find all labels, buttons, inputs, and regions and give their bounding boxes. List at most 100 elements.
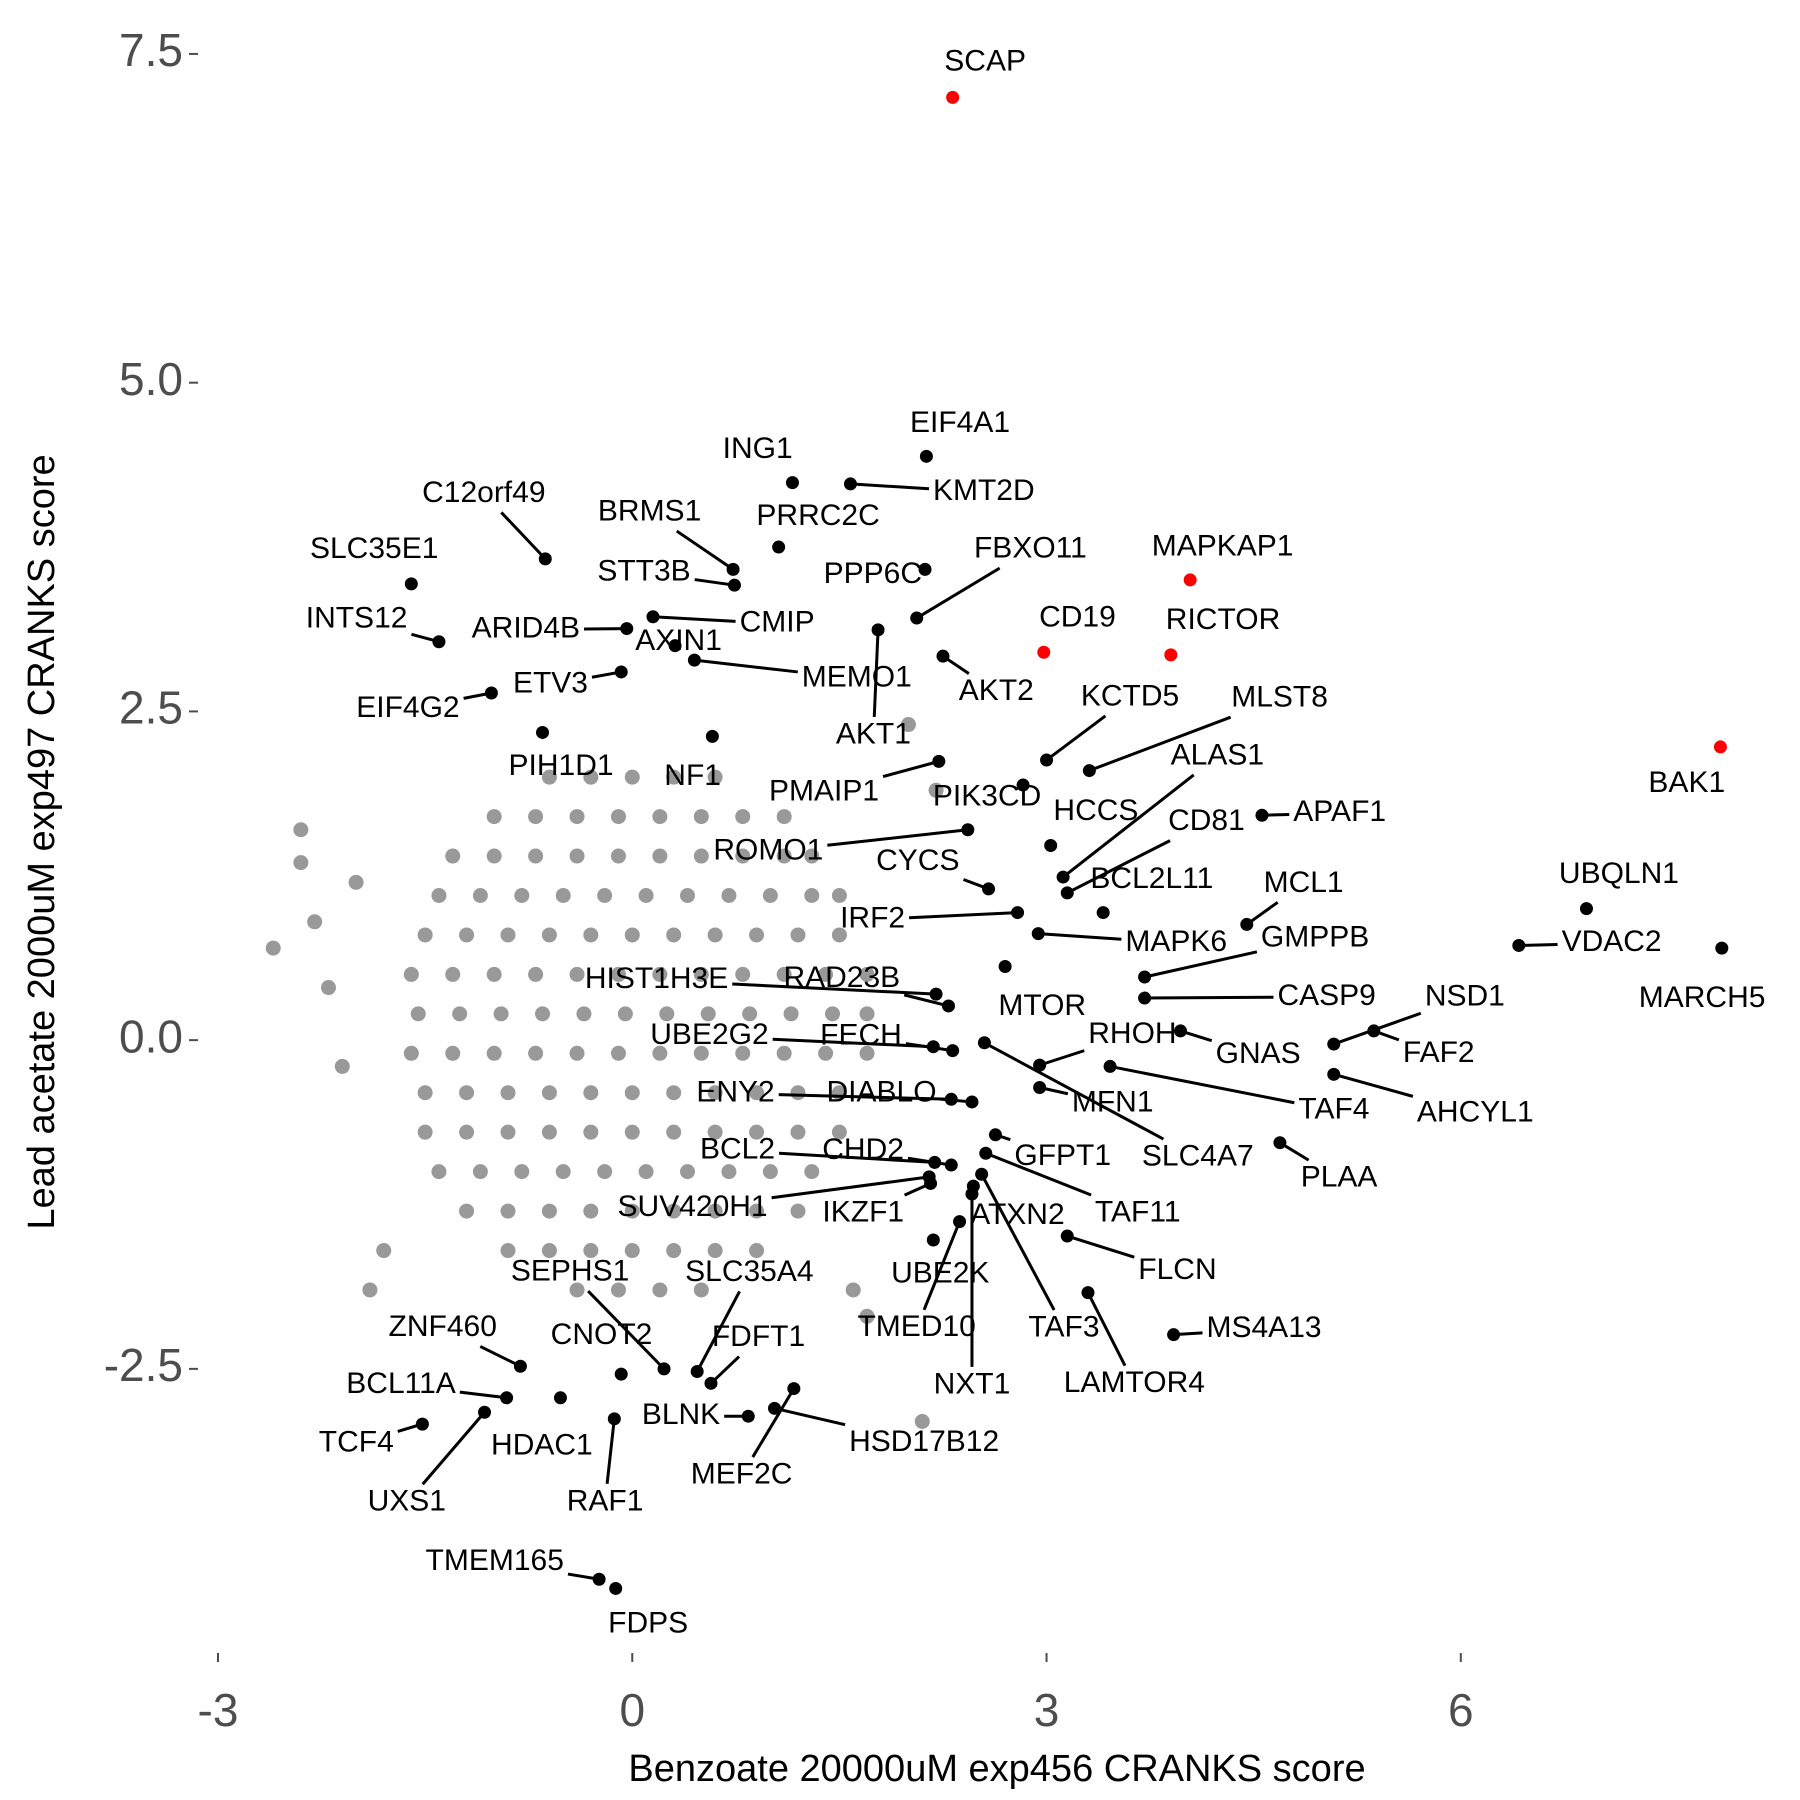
point	[610, 809, 626, 825]
point-label: HIST1H3E	[585, 962, 728, 995]
y-tick-label: 2.5	[119, 682, 183, 734]
point-label: HDAC1	[491, 1428, 593, 1461]
point	[500, 1085, 516, 1101]
point-label: HCCS	[1053, 794, 1138, 827]
labelled-point	[1096, 906, 1110, 920]
point-label: ATXN2	[970, 1198, 1064, 1231]
point	[693, 1282, 709, 1298]
point	[804, 887, 820, 903]
labelled-point	[1579, 902, 1593, 916]
point	[638, 1164, 654, 1180]
point	[459, 1203, 475, 1219]
point-label: AXIN1	[635, 624, 722, 657]
point	[514, 887, 530, 903]
point	[707, 1124, 723, 1140]
point	[749, 1085, 765, 1101]
point	[831, 887, 847, 903]
point	[693, 848, 709, 864]
point	[410, 1006, 426, 1022]
leader-line	[903, 993, 949, 1008]
leader-line	[1062, 773, 1195, 879]
x-tick-label: 3	[1034, 1684, 1060, 1736]
point	[749, 1243, 765, 1259]
point-label: MEMO1	[802, 661, 912, 694]
labelled-point	[668, 639, 682, 653]
labelled-point	[1044, 839, 1058, 853]
point-label: UXS1	[368, 1485, 446, 1518]
labelled-point	[998, 960, 1012, 974]
point	[459, 1085, 475, 1101]
point	[735, 848, 751, 864]
point	[403, 1045, 419, 1061]
point-label: NF1	[664, 759, 721, 792]
point	[845, 1282, 861, 1298]
point-label: TAF4	[1298, 1092, 1369, 1125]
point	[583, 1124, 599, 1140]
point	[417, 1085, 433, 1101]
point-label: PIH1D1	[509, 749, 614, 782]
point-label: MARCH5	[1639, 981, 1766, 1014]
leader-line	[1144, 950, 1258, 979]
point-label: ARID4B	[472, 612, 580, 645]
leader-line	[1144, 995, 1274, 1000]
point-label: ENY2	[696, 1075, 774, 1108]
point-label: KCTD5	[1081, 679, 1179, 712]
point	[293, 855, 309, 871]
point	[790, 927, 806, 943]
leader-line	[1066, 839, 1171, 895]
point	[403, 966, 419, 982]
point	[445, 848, 461, 864]
point-label: TAF3	[1028, 1310, 1099, 1343]
point	[783, 1006, 799, 1022]
leader-line	[1038, 932, 1122, 941]
point-label: RAF1	[567, 1484, 644, 1517]
point-label: ALAS1	[1171, 738, 1264, 771]
leader-line	[985, 1151, 1092, 1197]
point	[486, 848, 502, 864]
leader-line	[751, 1387, 796, 1458]
point	[583, 1203, 599, 1219]
point	[790, 1203, 806, 1219]
point	[762, 887, 778, 903]
point	[500, 1203, 516, 1219]
point	[514, 1164, 530, 1180]
point	[334, 1058, 350, 1074]
leader-line	[1039, 1086, 1069, 1096]
point	[721, 1164, 737, 1180]
x-axis-title: Benzoate 20000uM exp456 CRANKS score	[628, 1748, 1365, 1790]
point	[666, 1243, 682, 1259]
leader-line	[771, 1175, 930, 1200]
point	[445, 966, 461, 982]
point-label: FECH	[820, 1019, 902, 1052]
point	[583, 927, 599, 943]
leader-line	[909, 911, 1018, 920]
point-label: BLNK	[642, 1398, 720, 1431]
point-label: IKZF1	[822, 1196, 904, 1229]
point	[569, 809, 585, 825]
leader-line	[463, 691, 492, 700]
point	[610, 1045, 626, 1061]
leader-line	[1518, 942, 1558, 947]
point	[707, 1085, 723, 1101]
point	[417, 927, 433, 943]
point-label: MAPK6	[1125, 925, 1227, 958]
leader-line	[1180, 1029, 1213, 1043]
labels-layer: EIF4A1 KMT2D ING1 PRRC2C C12orf49 BRMS1 STT3B P…	[306, 44, 1766, 1639]
leader-line	[905, 1042, 953, 1053]
leader-line	[940, 1097, 973, 1104]
point-label: SLC4A7	[1142, 1140, 1254, 1173]
point-label: APAF1	[1293, 795, 1386, 828]
leader-line	[694, 578, 735, 587]
point	[452, 1006, 468, 1022]
point	[693, 1045, 709, 1061]
point	[293, 822, 309, 838]
point	[610, 1282, 626, 1298]
labelled-point	[1183, 573, 1197, 587]
leader-line	[850, 482, 930, 491]
leader-line	[907, 1156, 952, 1167]
leader-line	[694, 658, 798, 674]
point	[569, 848, 585, 864]
point	[569, 966, 585, 982]
point	[583, 1085, 599, 1101]
point-label: RAD23B	[783, 961, 900, 994]
